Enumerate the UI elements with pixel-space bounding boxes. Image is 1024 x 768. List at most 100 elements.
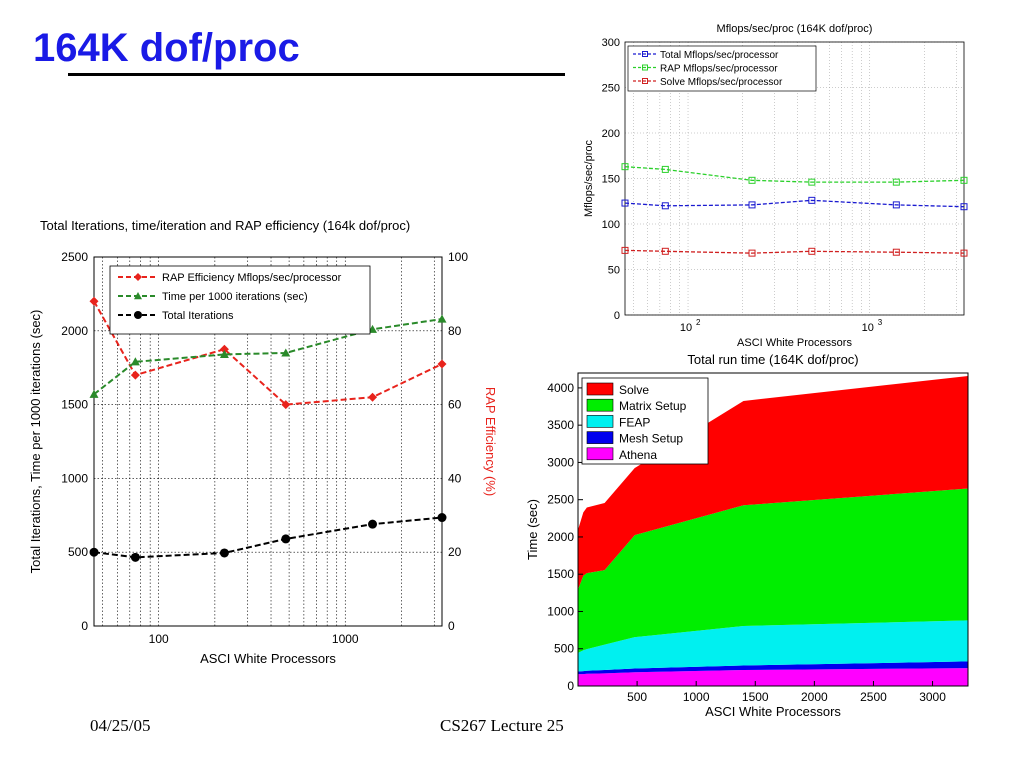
x-tick-label: 2500 xyxy=(860,690,887,704)
y-axis-label: Time (sec) xyxy=(525,499,540,560)
legend-entry: Mesh Setup xyxy=(619,432,683,446)
area-0 xyxy=(578,668,968,686)
run-time-chart: Total run time (164K dof/proc) 0 500 1000 15… xyxy=(520,350,984,720)
y-tick-label: 3500 xyxy=(547,418,574,432)
series-2 xyxy=(621,246,968,257)
y-tick-label: 1000 xyxy=(547,604,574,618)
data-point xyxy=(748,201,756,209)
slide-title: 164K dof/proc xyxy=(33,26,300,70)
data-point xyxy=(89,389,99,398)
legend-entry: Time per 1000 iterations (sec) xyxy=(162,291,308,303)
data-point xyxy=(621,199,629,207)
data-point xyxy=(281,534,291,544)
legend: Solve Matrix Setup FEAP Mesh Setup Athena xyxy=(581,377,709,465)
data-point xyxy=(892,248,900,256)
series-line xyxy=(93,300,443,406)
series-line xyxy=(624,166,965,183)
y-tick-label: 0 xyxy=(567,679,574,693)
legend: Total Mflops/sec/processor RAP Mflops/sec… xyxy=(627,45,817,92)
y-right-tick-label: 40 xyxy=(448,471,462,485)
data-point xyxy=(661,247,669,255)
data-point xyxy=(281,400,291,410)
y-tick-label: 150 xyxy=(602,174,620,186)
y-tick-label: 2000 xyxy=(547,530,574,544)
x-tick-label: 1000 xyxy=(332,632,359,646)
data-point xyxy=(661,202,669,210)
data-point xyxy=(130,370,140,380)
plot-frame xyxy=(577,372,969,687)
y-right-axis-label: RAP Efficiency (%) xyxy=(483,387,498,496)
data-point xyxy=(437,314,447,323)
series-1 xyxy=(621,163,968,186)
data-point xyxy=(437,513,447,523)
data-point xyxy=(281,348,291,357)
y-right-tick-label: 60 xyxy=(448,398,462,412)
legend-marker xyxy=(642,51,648,57)
area-1 xyxy=(578,661,968,675)
data-point xyxy=(748,176,756,184)
legend-marker xyxy=(642,78,648,84)
legend-marker xyxy=(134,273,142,281)
data-point xyxy=(892,201,900,209)
data-point xyxy=(89,547,99,557)
x-tick-label: 2000 xyxy=(801,690,828,704)
x-tick-label: 10 xyxy=(680,322,692,334)
y-tick-label: 0 xyxy=(81,619,88,633)
y-tick-label: 500 xyxy=(554,642,574,656)
legend-marker xyxy=(642,64,648,71)
y-tick-label: 200 xyxy=(602,128,620,140)
data-point xyxy=(960,203,968,211)
legend-swatch xyxy=(586,415,614,428)
run-time-svg: Total run time (164K dof/proc) 0 500 1000 15… xyxy=(525,352,969,719)
y-tick-label: 4000 xyxy=(547,381,574,395)
mflops-chart: Mflops/sec/proc (164K dof/proc) 0 50 100 150… xyxy=(560,15,980,350)
data-point xyxy=(437,359,447,369)
legend-entry: Matrix Setup xyxy=(619,399,687,413)
x-tick: 10 2 xyxy=(680,318,701,334)
data-point xyxy=(621,163,629,171)
y-tick-label: 1500 xyxy=(547,567,574,581)
y-axis-label: Total Iterations, Time per 1000 iteratio… xyxy=(28,310,43,574)
legend-entry: Solve Mflops/sec/processor xyxy=(660,77,783,88)
legend-entry: Athena xyxy=(619,448,657,462)
x-tick-exponent: 3 xyxy=(878,318,883,327)
area-2 xyxy=(578,620,968,672)
series-line xyxy=(624,199,965,208)
iterations-efficiency-svg: Total Iterations, time/iteration and RAP… xyxy=(28,218,498,666)
plot-frame xyxy=(93,256,443,627)
data-point xyxy=(960,176,968,184)
y-tick-label: 1000 xyxy=(61,471,88,485)
y-tick-label: 2000 xyxy=(61,324,88,338)
y-tick-label: 2500 xyxy=(547,493,574,507)
x-tick-label: 1500 xyxy=(742,690,769,704)
legend: RAP Efficiency Mflops/sec/processor Time … xyxy=(109,265,371,335)
x-axis-label: ASCI White Processors xyxy=(737,337,852,349)
area-4 xyxy=(578,375,968,590)
data-point xyxy=(808,178,816,186)
y-tick-label: 250 xyxy=(602,83,620,95)
title-underline xyxy=(68,73,565,76)
legend-entry: RAP Mflops/sec/processor xyxy=(660,64,778,75)
series-line xyxy=(624,249,965,254)
y-tick-label: 300 xyxy=(602,37,620,49)
legend-marker xyxy=(134,292,142,300)
x-tick-label: 500 xyxy=(627,690,647,704)
legend-swatch xyxy=(586,382,614,396)
y-right-tick-label: 0 xyxy=(448,619,455,633)
data-point xyxy=(808,247,816,255)
chart-title: Mflops/sec/proc (164K dof/proc) xyxy=(717,23,873,35)
mflops-svg: Mflops/sec/proc (164K dof/proc) 0 50 100 150… xyxy=(583,23,968,349)
data-point xyxy=(748,249,756,257)
legend-swatch xyxy=(586,398,614,412)
legend-entry: Solve xyxy=(619,383,649,397)
series-line xyxy=(93,318,443,396)
data-point xyxy=(219,548,229,558)
x-axis-label: ASCI White Processors xyxy=(705,704,841,719)
data-point xyxy=(130,357,140,366)
data-point xyxy=(130,552,140,562)
x-tick-label: 1000 xyxy=(683,690,710,704)
data-point xyxy=(808,196,816,204)
legend-swatch xyxy=(586,447,614,461)
y-axis-label: Mflops/sec/proc xyxy=(583,139,595,217)
legend-entry: RAP Efficiency Mflops/sec/processor xyxy=(162,272,342,284)
